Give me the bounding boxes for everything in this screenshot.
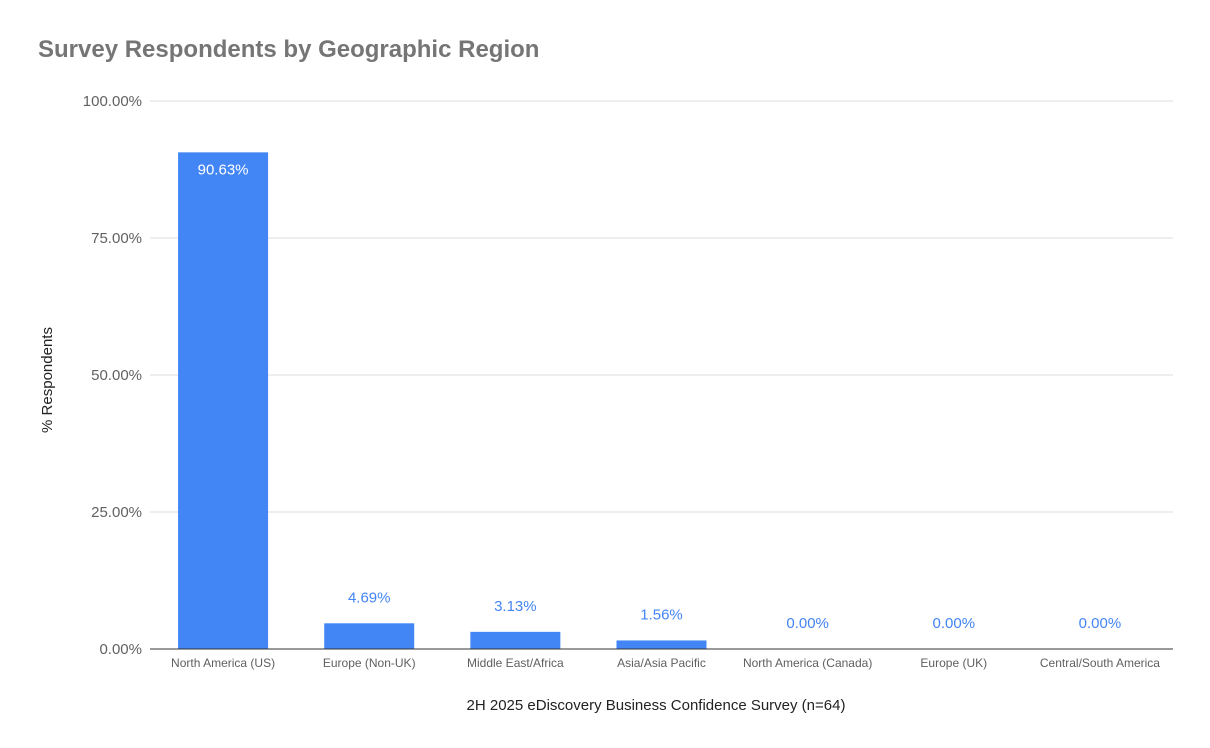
x-category-label: Asia/Asia Pacific (617, 656, 706, 670)
x-category-labels: North America (US) Europe (Non-UK) Middle … (171, 656, 1160, 670)
y-axis-title: % Respondents (39, 327, 56, 433)
x-category-label: Europe (Non-UK) (323, 656, 416, 670)
bar (178, 152, 269, 649)
data-label: 1.56% (640, 606, 683, 623)
data-label: 0.00% (933, 615, 976, 632)
y-tick-label: 100.00% (83, 93, 142, 110)
grid-lines (150, 100, 1173, 513)
bar (616, 640, 707, 649)
y-tick-label: 75.00% (91, 230, 142, 247)
x-axis-title: 2H 2025 eDiscovery Business Confidence S… (467, 697, 846, 714)
chart-title: Survey Respondents by Geographic Region (38, 36, 540, 63)
data-label: 0.00% (1079, 615, 1122, 632)
x-category-label: Europe (UK) (920, 656, 987, 670)
y-tick-labels: 0.00% 25.00% 50.00% 75.00% 100.00% (83, 93, 142, 658)
bars (178, 152, 707, 649)
bar (324, 623, 415, 649)
y-tick-label: 50.00% (91, 367, 142, 384)
y-tick-label: 0.00% (99, 641, 142, 658)
y-tick-label: 25.00% (91, 504, 142, 521)
x-category-label: Middle East/Africa (467, 656, 564, 670)
data-labels: 90.63% 4.69% 3.13% 1.56% 0.00% 0.00% 0.00% (198, 161, 1122, 632)
bar (470, 631, 561, 649)
data-label: 3.13% (494, 598, 537, 615)
data-label: 0.00% (786, 615, 829, 632)
x-category-label: North America (US) (171, 656, 275, 670)
x-category-label: Central/South America (1040, 656, 1160, 670)
data-label: 90.63% (198, 161, 249, 178)
data-label: 4.69% (348, 589, 391, 606)
x-category-label: North America (Canada) (743, 656, 872, 670)
